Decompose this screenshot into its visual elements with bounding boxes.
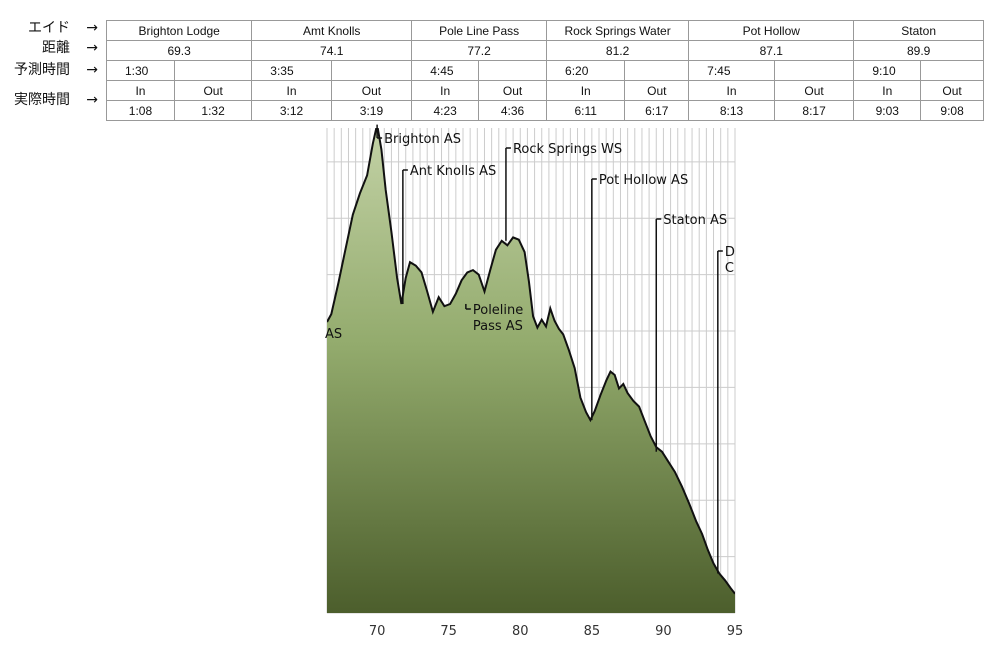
aid-label: エイド bbox=[28, 20, 70, 36]
aid-station-actual-in: 9:03 bbox=[853, 100, 922, 121]
elevation-line bbox=[327, 128, 735, 595]
x-tick-label: 80 bbox=[512, 624, 529, 639]
aid-station-planned-time: 6:20 bbox=[546, 60, 626, 81]
aid-station-marker: DC bbox=[717, 245, 735, 574]
aid-station-distance: 74.1 bbox=[251, 40, 413, 61]
aid-station-actual-out: 8:17 bbox=[773, 100, 855, 121]
aid-station-marker: Staton AS bbox=[655, 213, 727, 452]
aid-station-name: Brighton Lodge bbox=[105, 20, 253, 41]
annotation-label: Poleline bbox=[473, 303, 523, 318]
x-axis-ticks: 70 75 80 85 90 95 bbox=[369, 624, 743, 639]
aid-station-planned-time: 4:45 bbox=[411, 60, 480, 81]
aid-station-table: Brighton Lodge Amt Knolls Pole Line Pass Ro… bbox=[105, 20, 984, 121]
x-tick-label: 75 bbox=[440, 624, 457, 639]
annotation-label: Pot Hollow AS bbox=[599, 173, 688, 188]
aid-station-actual-out: 6:17 bbox=[624, 100, 690, 121]
in-out-header-row: In Out In Out In Out In Out In Out In Out bbox=[106, 80, 984, 101]
annotation-label: Pass AS bbox=[473, 319, 523, 334]
aid-station-marker: Rock Springs WS bbox=[505, 142, 622, 241]
annotation-label: Brighton AS bbox=[384, 132, 461, 147]
annotation-label: Rock Springs WS bbox=[513, 142, 622, 157]
aid-station-marker: AS bbox=[325, 327, 342, 342]
distance-label: 距離 bbox=[42, 40, 70, 56]
aid-station-marker: Ant Knolls AS bbox=[402, 164, 496, 304]
annotation-label: Staton AS bbox=[663, 213, 727, 228]
row-label-planned: 予測時間 → bbox=[0, 60, 104, 80]
aid-station-distance: 81.2 bbox=[546, 40, 690, 61]
planned-time-label: 予測時間 bbox=[14, 62, 70, 78]
aid-station-marker: Brighton AS bbox=[376, 124, 461, 147]
out-header: Out bbox=[478, 80, 548, 101]
out-header: Out bbox=[330, 80, 413, 101]
aid-station-actual-in: 4:23 bbox=[411, 100, 480, 121]
x-tick-label: 70 bbox=[369, 624, 386, 639]
annotation-label: AS bbox=[325, 327, 342, 342]
actual-time-row: 1:08 1:32 3:12 3:19 4:23 4:36 6:11 6:17 8:13 8:17… bbox=[106, 100, 984, 121]
aid-station-actual-out: 4:36 bbox=[478, 100, 548, 121]
elevation-area bbox=[327, 128, 735, 613]
right-arrow-icon: → bbox=[86, 62, 98, 78]
aid-station-actual-in: 1:08 bbox=[106, 100, 175, 121]
annotation-label: D bbox=[725, 245, 735, 260]
aid-station-marker: Pot Hollow AS bbox=[591, 173, 688, 421]
row-label-actual: 実際時間 → bbox=[0, 90, 104, 110]
right-arrow-icon: → bbox=[86, 20, 98, 36]
aid-station-actual-out: 9:08 bbox=[920, 100, 984, 121]
x-tick-label: 95 bbox=[727, 624, 744, 639]
annotation-label: C bbox=[725, 261, 734, 276]
right-arrow-icon: → bbox=[86, 40, 98, 56]
x-tick-label: 85 bbox=[584, 624, 601, 639]
aid-station-actual-in: 6:11 bbox=[546, 100, 626, 121]
aid-station-actual-in: 3:12 bbox=[251, 100, 332, 121]
right-arrow-icon: → bbox=[86, 92, 98, 108]
annotation-label: Ant Knolls AS bbox=[410, 164, 496, 179]
row-label-aid: エイド → bbox=[0, 18, 104, 38]
actual-time-label: 実際時間 bbox=[14, 92, 70, 108]
row-label-distance: 距離 → bbox=[0, 38, 104, 58]
aid-station-actual-out: 3:19 bbox=[330, 100, 413, 121]
x-tick-label: 90 bbox=[655, 624, 672, 639]
